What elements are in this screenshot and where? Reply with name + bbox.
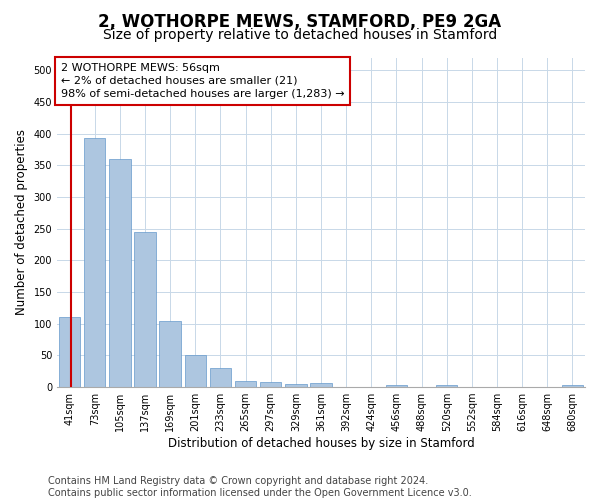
Text: Size of property relative to detached houses in Stamford: Size of property relative to detached ho… xyxy=(103,28,497,42)
Bar xyxy=(310,382,332,387)
Text: Contains HM Land Registry data © Crown copyright and database right 2024.
Contai: Contains HM Land Registry data © Crown c… xyxy=(48,476,472,498)
Bar xyxy=(235,380,256,387)
Bar xyxy=(562,384,583,387)
Bar xyxy=(210,368,231,387)
Bar xyxy=(185,356,206,387)
Bar xyxy=(160,321,181,387)
Bar xyxy=(134,232,156,387)
Bar xyxy=(436,385,457,387)
Y-axis label: Number of detached properties: Number of detached properties xyxy=(15,130,28,316)
Bar xyxy=(260,382,281,387)
Bar xyxy=(84,138,106,387)
Bar xyxy=(109,159,131,387)
Bar xyxy=(386,384,407,387)
Text: 2, WOTHORPE MEWS, STAMFORD, PE9 2GA: 2, WOTHORPE MEWS, STAMFORD, PE9 2GA xyxy=(98,12,502,30)
Bar xyxy=(285,384,307,387)
Text: 2 WOTHORPE MEWS: 56sqm
← 2% of detached houses are smaller (21)
98% of semi-deta: 2 WOTHORPE MEWS: 56sqm ← 2% of detached … xyxy=(61,62,344,99)
X-axis label: Distribution of detached houses by size in Stamford: Distribution of detached houses by size … xyxy=(167,437,475,450)
Bar xyxy=(59,318,80,387)
